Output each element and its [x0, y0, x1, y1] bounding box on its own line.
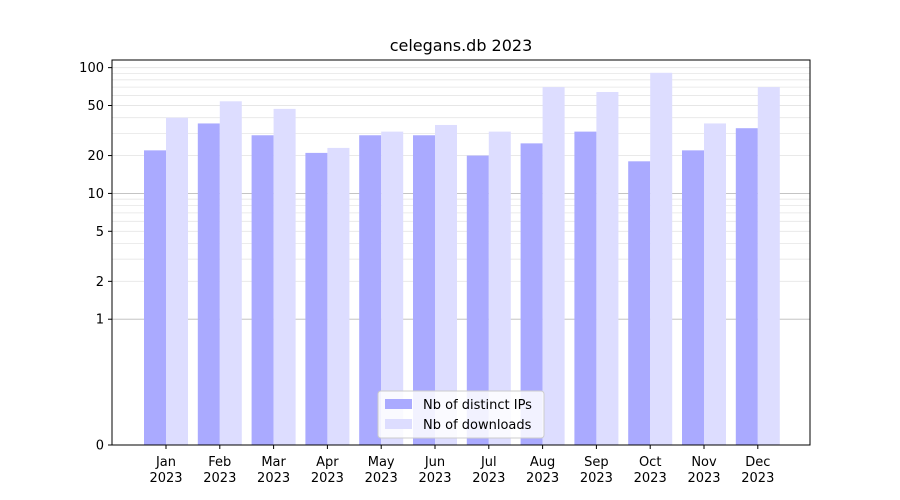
- x-tick-label: Sep 2023: [580, 455, 613, 486]
- y-tick-label: 10: [87, 187, 104, 202]
- bar-downloads-6: [488, 131, 511, 445]
- bar-downloads-2: [273, 108, 296, 445]
- legend-label: Nb of distinct IPs: [423, 398, 532, 413]
- bar-ips-8: [574, 131, 597, 445]
- bar-ips-11: [735, 128, 758, 446]
- x-tick-label: Aug 2023: [526, 455, 559, 486]
- x-tick-label: May 2023: [365, 455, 398, 486]
- x-axis: Jan 2023 Feb 2023 Mar 2023 Apr 2023 May 2023 Jun 20…: [149, 445, 774, 486]
- y-tick-label: 2: [96, 275, 104, 290]
- y-tick-label: 20: [87, 149, 104, 164]
- bar-downloads-8: [596, 92, 619, 445]
- bar-downloads-0: [166, 117, 188, 445]
- x-tick-label: Jun 2023: [418, 455, 451, 486]
- y-tick-label: 100: [79, 61, 104, 76]
- x-tick-label: Apr 2023: [311, 455, 344, 486]
- bar-ips-4: [359, 135, 382, 445]
- bar-ips-7: [520, 143, 543, 445]
- x-tick-label: Jul 2023: [472, 455, 505, 486]
- bar-downloads-7: [542, 87, 565, 445]
- y-tick-label: 5: [96, 225, 104, 240]
- y-tick-label: 50: [87, 99, 104, 114]
- bar-ips-1: [197, 123, 220, 446]
- y-axis: 0 1 2 5 10 20 50 100: [79, 61, 112, 454]
- bar-downloads-9: [650, 72, 673, 445]
- bar-ips-6: [466, 155, 489, 446]
- bar-ips-9: [628, 161, 651, 445]
- x-tick-label: Dec 2023: [741, 455, 774, 486]
- legend-swatch: [385, 399, 412, 409]
- x-tick-label: Feb 2023: [203, 455, 236, 486]
- y-tick-label: 0: [96, 439, 104, 454]
- chart-title: celegans.db 2023: [390, 36, 533, 55]
- legend-box: [377, 390, 545, 439]
- x-tick-label: Oct 2023: [634, 455, 667, 486]
- bar-downloads-4: [381, 131, 404, 445]
- x-tick-label: Mar 2023: [257, 455, 290, 486]
- bar-downloads-1: [219, 101, 242, 445]
- bar-downloads-3: [327, 147, 350, 446]
- bar-downloads-10: [704, 123, 726, 446]
- y-tick-label: 1: [96, 313, 104, 328]
- bar-ips-10: [682, 150, 704, 445]
- bars-layer: [144, 72, 780, 446]
- x-tick-label: Nov 2023: [687, 455, 720, 486]
- legend-label: Nb of downloads: [423, 418, 532, 433]
- x-tick-label: Jan 2023: [149, 455, 182, 486]
- plot-frame: [111, 59, 811, 446]
- bar-ips-2: [251, 135, 274, 445]
- bar-ips-5: [413, 135, 435, 445]
- bar-downloads-11: [757, 87, 780, 445]
- bar-downloads-5: [435, 124, 457, 445]
- legend: Nb of distinct IPs Nb of downloads: [377, 390, 545, 439]
- bar-ips-3: [305, 152, 328, 445]
- legend-swatch: [385, 419, 412, 429]
- bar-ips-0: [144, 150, 166, 445]
